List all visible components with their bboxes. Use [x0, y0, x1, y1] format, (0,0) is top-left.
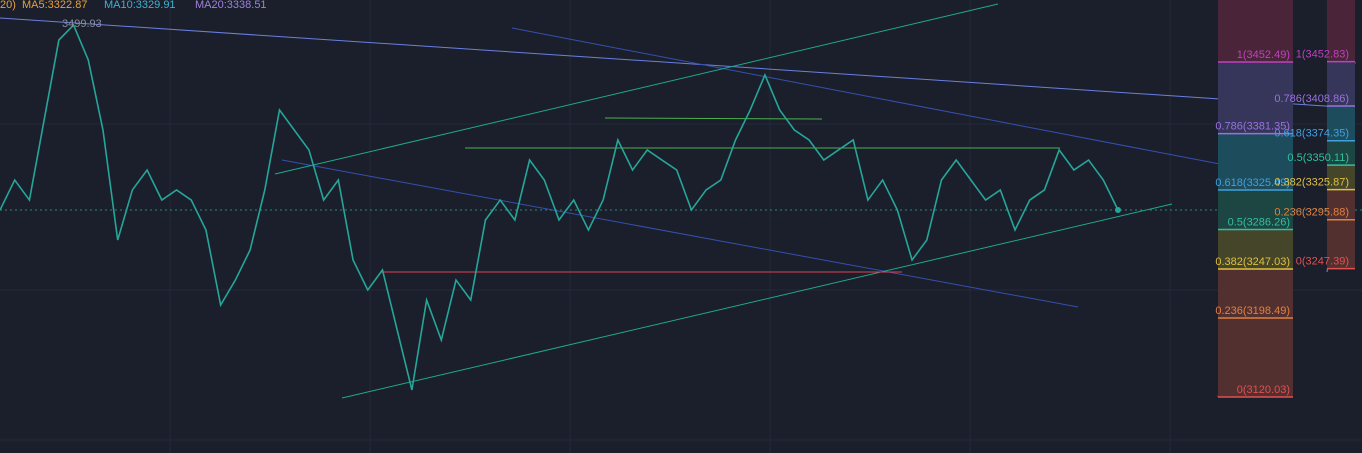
fib-top-band — [1218, 0, 1293, 62]
price-area — [0, 23, 1121, 391]
fib-band — [1218, 269, 1293, 318]
fib-label: 0.5(3350.11) — [1287, 152, 1349, 164]
fib-label: 0(3247.39) — [1296, 256, 1349, 268]
ma10-label: MA10:3329.91 — [104, 0, 176, 11]
fib-label: 0.236(3295.88) — [1274, 207, 1349, 219]
fib-label: 0.382(3325.87) — [1274, 176, 1349, 188]
fib-label: 0.618(3374.35) — [1274, 128, 1349, 140]
last-price-dot — [1115, 207, 1121, 214]
fib-band — [1327, 105, 1355, 141]
fib-label: 0.786(3381.35) — [1215, 121, 1290, 133]
fib-band — [1327, 61, 1355, 106]
fib-label: 1(3452.83) — [1296, 49, 1349, 61]
fib-label: 0.236(3198.49) — [1215, 305, 1290, 317]
fib-label: 0.382(3247.03) — [1215, 256, 1290, 268]
fib-label: 1(3452.49) — [1237, 49, 1290, 61]
fib-label: 0.5(3286.26) — [1228, 216, 1290, 228]
ma20-label: MA20:3338.51 — [195, 0, 267, 11]
fib-band — [1218, 189, 1293, 230]
high-label: 3499.93 — [62, 18, 102, 30]
fib-band — [1218, 317, 1293, 397]
fib-band — [1327, 219, 1355, 269]
fib-label: 0.618(3325.49) — [1215, 177, 1290, 189]
fib-band — [1218, 133, 1293, 190]
price-line — [0, 23, 1119, 391]
fib-band — [1327, 189, 1355, 220]
ma5-label: MA5:3322.87 — [22, 0, 87, 11]
fib-band — [1218, 62, 1293, 134]
header-prefix: 20) — [0, 0, 16, 11]
fib-band — [1327, 165, 1355, 190]
fib-panels: 1(3452.49)0.786(3381.35)0.618(3325.49)0.… — [1215, 0, 1355, 398]
fib-band — [1218, 229, 1293, 270]
fib-label: 0(3120.03) — [1237, 384, 1290, 396]
fib-label: 0.786(3408.86) — [1274, 93, 1349, 105]
fib-top-band — [1327, 0, 1355, 62]
fib-band — [1327, 140, 1355, 166]
